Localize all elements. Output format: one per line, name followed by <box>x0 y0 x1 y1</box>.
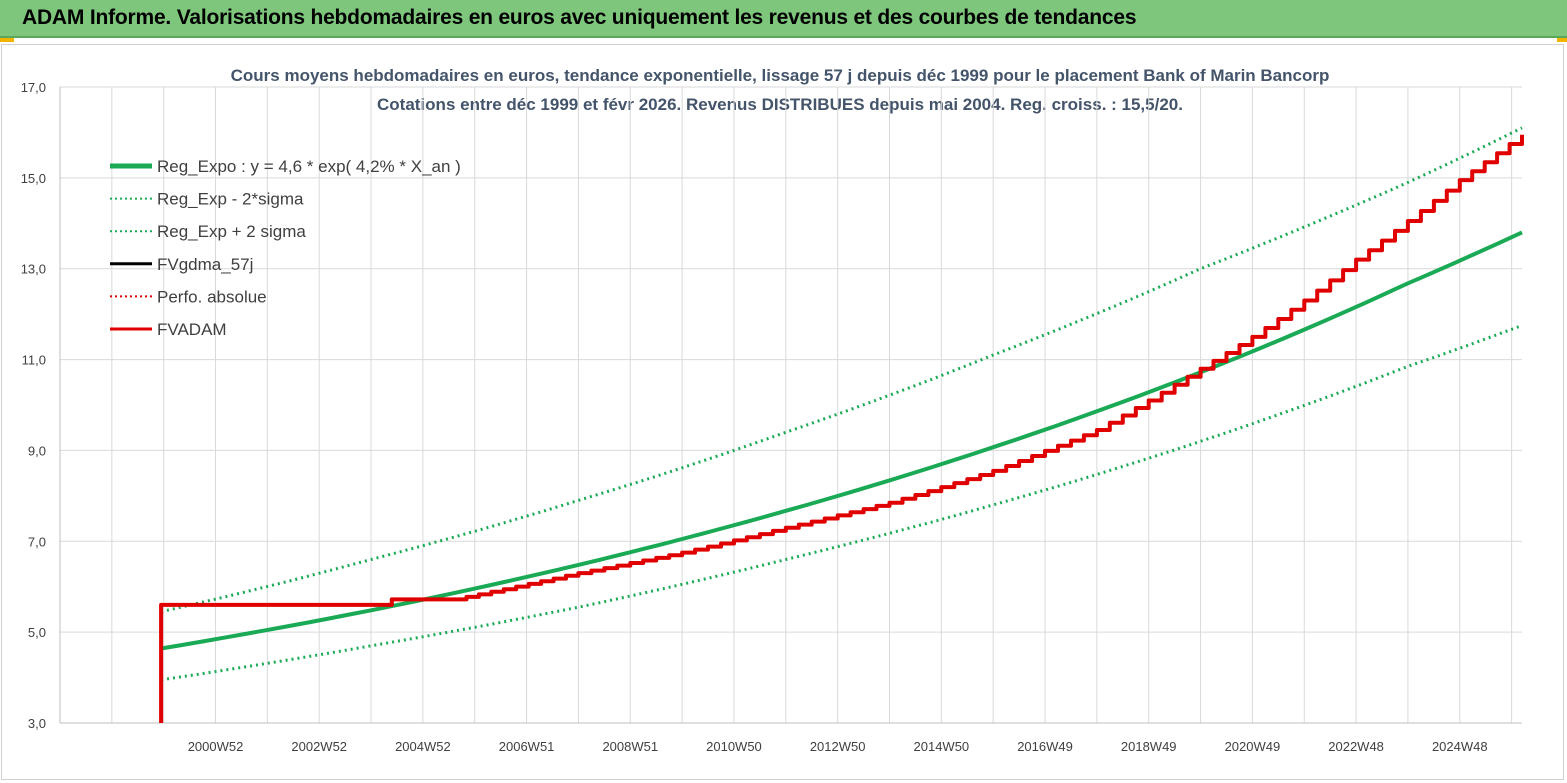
x-tick-label: 2016W49 <box>1017 739 1073 754</box>
x-tick-label: 2010W50 <box>706 739 762 754</box>
x-tick-label: 2014W50 <box>914 739 970 754</box>
chart-grid <box>59 86 1522 724</box>
legend-label: Reg_Expo : y = 4,6 * exp( 4,2% * X_an ) <box>157 157 461 176</box>
series-line-0 <box>160 230 1523 651</box>
chart-subtitle: Cotations entre déc 1999 et févr 2026. R… <box>377 95 1183 114</box>
y-tick-label: 9,0 <box>28 443 46 458</box>
legend-label: FVgdma_57j <box>157 255 253 274</box>
x-tick-label: 2006W51 <box>499 739 555 754</box>
legend-label: Reg_Exp - 2*sigma <box>157 190 304 209</box>
header-banner: ADAM Informe. Valorisations hebdomadaire… <box>0 0 1567 38</box>
x-tick-label: 2004W52 <box>395 739 451 754</box>
x-tick-label: 2012W50 <box>810 739 866 754</box>
y-tick-label: 11,0 <box>22 353 46 368</box>
x-tick-label: 2018W49 <box>1121 739 1177 754</box>
y-tick-label: 3,0 <box>28 716 46 731</box>
y-tick-label: 5,0 <box>28 625 46 640</box>
chart-title: Cours moyens hebdomadaires en euros, ten… <box>231 66 1330 85</box>
x-tick-label: 2022W48 <box>1328 739 1384 754</box>
x-axis: 2000W52 2002W52 2004W52 2006W51 2008W51 2010W… <box>188 739 1488 754</box>
corner-accent-right <box>1557 38 1567 42</box>
x-tick-label: 2000W52 <box>188 739 244 754</box>
series-line-5 <box>159 134 1524 723</box>
chart-legend: Reg_Expo : y = 4,6 * exp( 4,2% * X_an ) R… <box>110 157 461 339</box>
x-tick-label: 2024W48 <box>1432 739 1488 754</box>
x-tick-label: 2008W51 <box>602 739 658 754</box>
y-tick-label: 15,0 <box>21 171 46 186</box>
series-line-1 <box>160 126 1523 614</box>
corner-accent-left <box>0 38 14 42</box>
y-axis: 3,0 5,0 7,0 9,0 11,0 13,0 15,0 17,0 <box>21 80 46 731</box>
legend-label: Perfo. absolue <box>157 287 267 306</box>
chart-frame <box>1 44 1564 780</box>
legend-label: Reg_Exp + 2 sigma <box>157 222 306 241</box>
chart-series <box>159 126 1524 723</box>
x-tick-label: 2020W49 <box>1225 739 1281 754</box>
y-tick-label: 17,0 <box>21 80 46 95</box>
page-title: ADAM Informe. Valorisations hebdomadaire… <box>22 6 1137 29</box>
legend-label: FVADAM <box>157 320 227 339</box>
x-tick-label: 2002W52 <box>291 739 347 754</box>
y-tick-label: 13,0 <box>21 262 46 277</box>
y-tick-label: 7,0 <box>28 534 46 549</box>
series-line-2 <box>160 324 1523 682</box>
